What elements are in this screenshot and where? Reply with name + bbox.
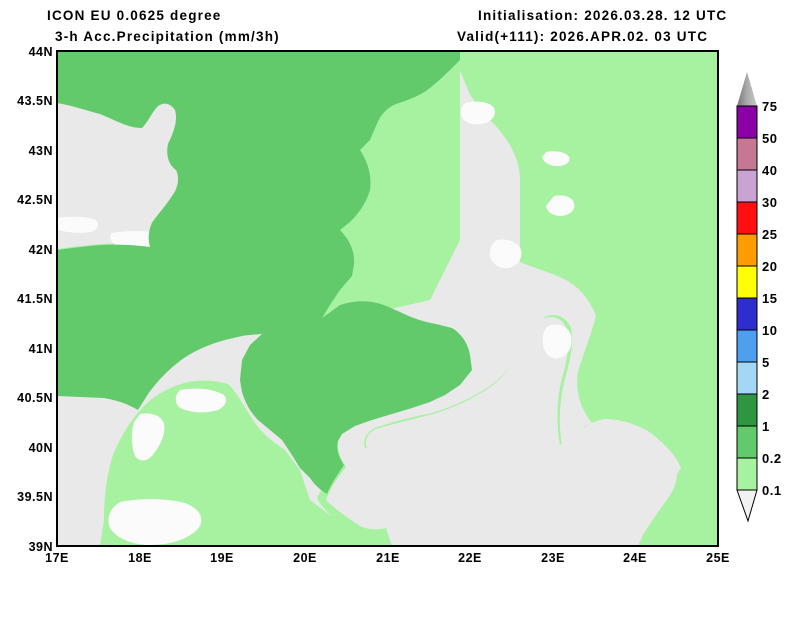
svg-text:19E: 19E bbox=[210, 551, 234, 565]
svg-text:41N: 41N bbox=[29, 342, 53, 356]
svg-text:20: 20 bbox=[762, 259, 777, 274]
svg-text:25: 25 bbox=[762, 227, 777, 242]
svg-text:0.2: 0.2 bbox=[762, 451, 782, 466]
svg-text:20E: 20E bbox=[293, 551, 317, 565]
svg-text:0.1: 0.1 bbox=[762, 483, 782, 498]
svg-text:40.5N: 40.5N bbox=[17, 391, 53, 405]
svg-text:23E: 23E bbox=[541, 551, 565, 565]
svg-text:1: 1 bbox=[762, 419, 770, 434]
svg-text:41.5N: 41.5N bbox=[17, 292, 53, 306]
svg-text:42N: 42N bbox=[29, 243, 53, 257]
svg-text:25E: 25E bbox=[706, 551, 730, 565]
svg-text:2: 2 bbox=[762, 387, 770, 402]
svg-text:75: 75 bbox=[762, 99, 777, 114]
svg-text:44N: 44N bbox=[29, 45, 53, 59]
svg-text:40: 40 bbox=[762, 163, 777, 178]
svg-text:5: 5 bbox=[762, 355, 770, 370]
svg-text:42.5N: 42.5N bbox=[17, 193, 53, 207]
svg-text:18E: 18E bbox=[128, 551, 152, 565]
svg-text:15: 15 bbox=[762, 291, 777, 306]
svg-text:39.5N: 39.5N bbox=[17, 490, 53, 504]
svg-text:10: 10 bbox=[762, 323, 777, 338]
svg-text:22E: 22E bbox=[458, 551, 482, 565]
svg-text:43N: 43N bbox=[29, 144, 53, 158]
svg-text:40N: 40N bbox=[29, 441, 53, 455]
svg-text:50: 50 bbox=[762, 131, 777, 146]
svg-text:43.5N: 43.5N bbox=[17, 94, 53, 108]
svg-text:17E: 17E bbox=[45, 551, 69, 565]
svg-text:39N: 39N bbox=[29, 540, 53, 554]
svg-text:24E: 24E bbox=[623, 551, 647, 565]
svg-text:21E: 21E bbox=[376, 551, 400, 565]
svg-text:30: 30 bbox=[762, 195, 777, 210]
